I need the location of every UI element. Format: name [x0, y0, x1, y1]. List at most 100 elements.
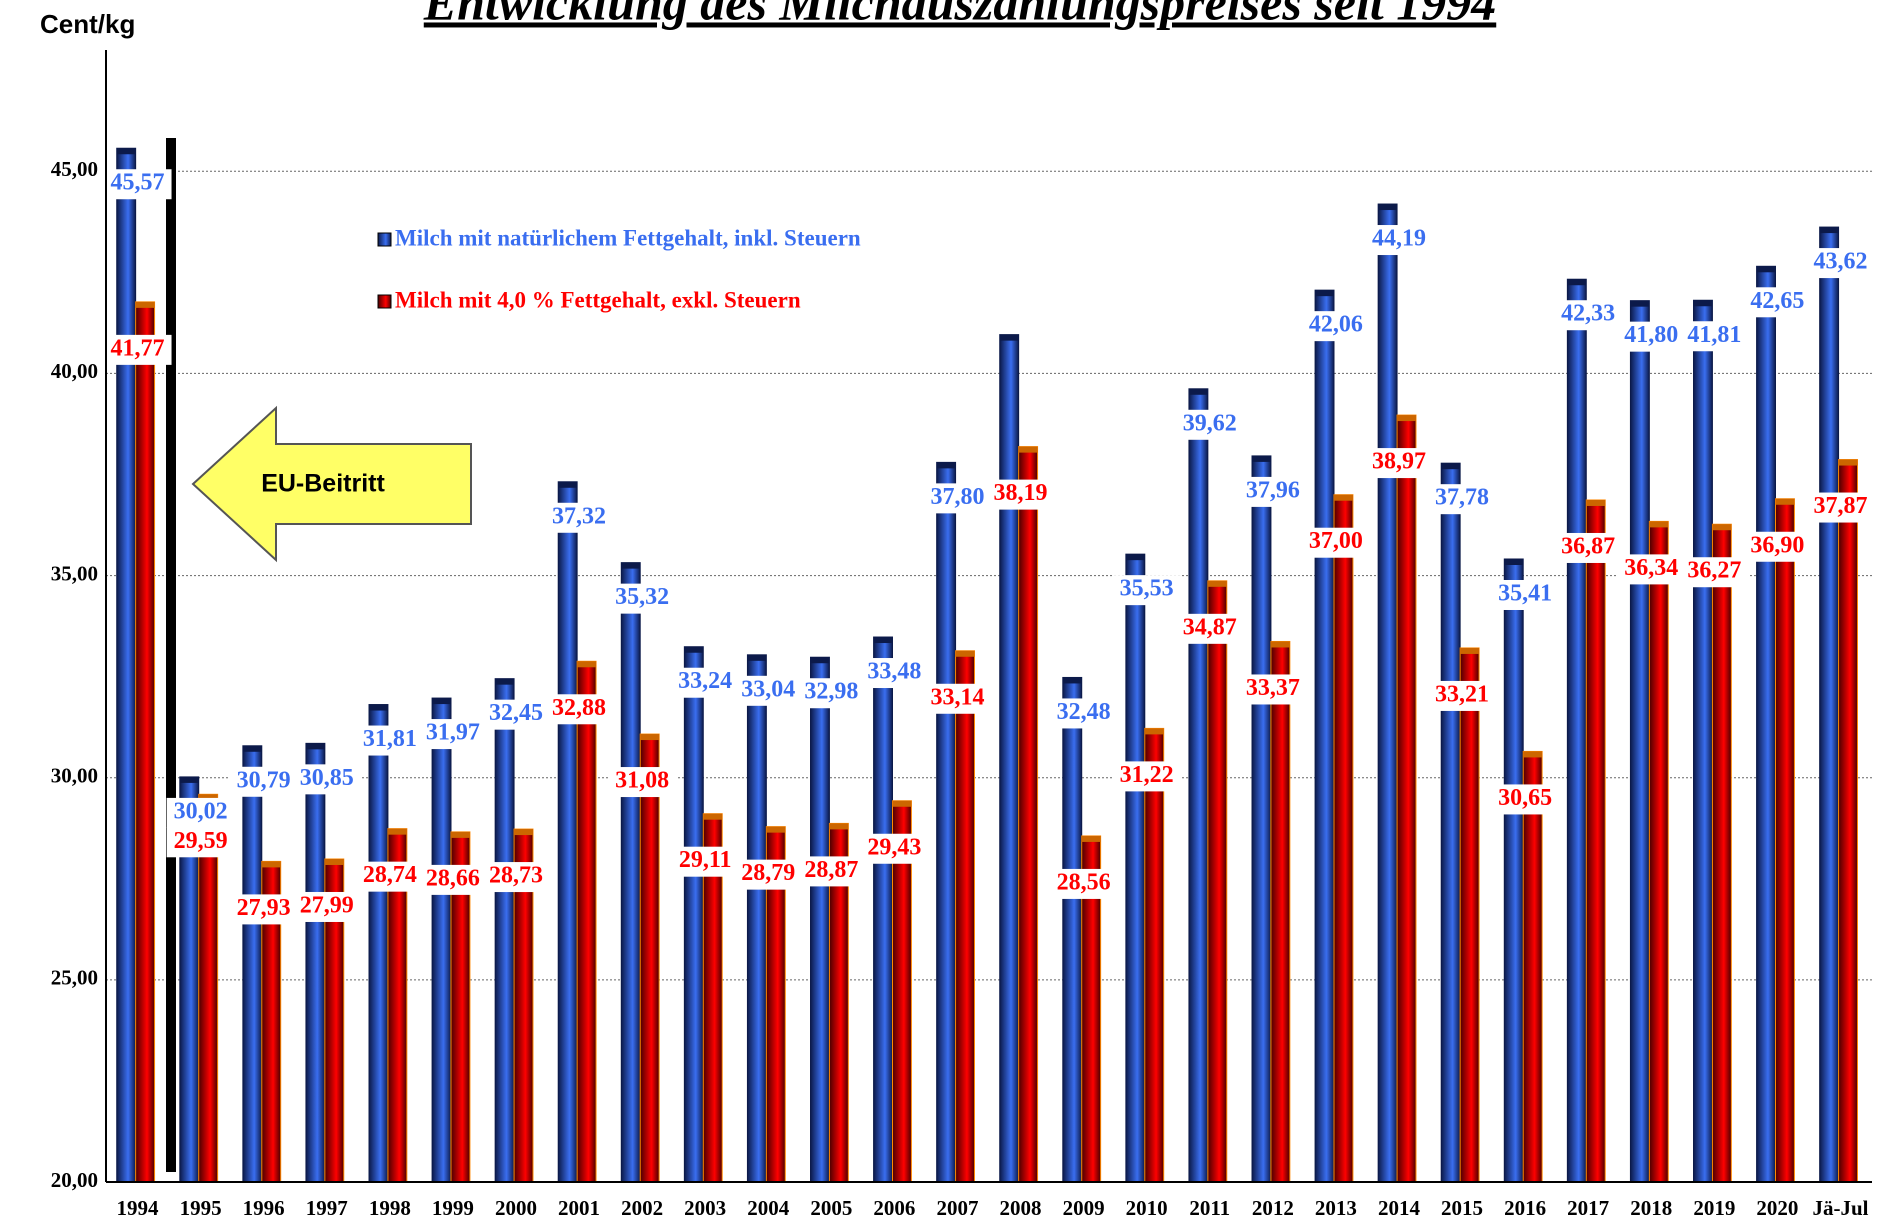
eu-divider — [166, 138, 176, 1172]
annotation: EU-Beitritt — [261, 470, 385, 498]
bar — [305, 742, 326, 1183]
bar-cap — [684, 646, 704, 653]
bar — [1693, 299, 1713, 1183]
bar — [1314, 289, 1335, 1183]
bar — [1756, 265, 1777, 1183]
bar — [936, 461, 957, 1183]
label-box — [923, 483, 992, 514]
value-label: 36,90 — [1750, 532, 1804, 558]
label-box — [1049, 698, 1118, 729]
x-tick-label: 1999 — [432, 1196, 474, 1220]
bar-cap — [198, 794, 218, 801]
label-box — [1491, 784, 1560, 815]
bar — [639, 733, 660, 1183]
label-box — [1428, 680, 1497, 711]
bar-cap — [892, 800, 912, 807]
x-tick-label: 2010 — [1126, 1196, 1168, 1220]
value-label: 37,32 — [552, 503, 606, 529]
label-box — [1112, 575, 1181, 606]
label-box — [1301, 527, 1370, 558]
bar — [1207, 580, 1228, 1183]
value-label: 39,62 — [1183, 410, 1237, 436]
eu-arrow — [191, 405, 472, 563]
value-labels: 1994 45,57 41,77 1995 30,02 29,59 1996 30,79 27,… — [103, 169, 1875, 1220]
bar-cap — [1062, 677, 1082, 684]
bar — [1459, 647, 1480, 1183]
value-label: 37,80 — [930, 484, 984, 510]
bar-cap — [387, 828, 407, 835]
y-tick-label: 30,00 — [51, 764, 98, 788]
value-label: 36,34 — [1624, 555, 1678, 581]
bar-cap — [1630, 300, 1650, 307]
legend-label: Milch mit 4,0 % Fettgehalt, exkl. Steuer… — [395, 287, 801, 312]
bar — [1396, 414, 1417, 1183]
value-label: 33,48 — [867, 659, 921, 685]
value-label: 31,22 — [1120, 762, 1174, 788]
bar-cap — [621, 562, 641, 569]
label-box — [1617, 321, 1686, 352]
value-label: 45,57 — [111, 170, 165, 196]
value-label: 27,99 — [300, 892, 354, 918]
bar — [1333, 494, 1354, 1183]
bar — [955, 650, 975, 1183]
x-tick-label: 2013 — [1315, 1196, 1357, 1220]
label-box — [355, 861, 424, 892]
bar — [1648, 520, 1669, 1183]
y-tick-label: 45,00 — [51, 157, 98, 181]
bar-cap — [1586, 499, 1606, 506]
x-tick-label: 2001 — [558, 1196, 600, 1220]
value-label: 33,37 — [1246, 675, 1300, 701]
bar-cap — [1460, 647, 1480, 654]
value-label: 44,19 — [1372, 226, 1426, 252]
value-label: 42,06 — [1309, 312, 1363, 338]
label-box — [734, 675, 803, 706]
x-tick-label: 1998 — [369, 1196, 411, 1220]
bar-cap — [1693, 300, 1713, 307]
bar-cap — [1567, 279, 1587, 286]
value-label: 29,59 — [174, 828, 228, 854]
value-label: 29,11 — [679, 847, 732, 873]
label-box — [1112, 761, 1181, 792]
bar-cap — [116, 148, 136, 155]
x-tick-label: 2015 — [1441, 1196, 1483, 1220]
label-box — [671, 667, 740, 698]
value-label: 31,97 — [426, 720, 480, 746]
label-box — [608, 583, 677, 614]
bar — [494, 678, 515, 1183]
label-box — [103, 334, 172, 365]
value-label: 34,87 — [1183, 614, 1237, 640]
label-box — [1049, 868, 1118, 899]
bar-cap — [955, 650, 975, 657]
label-box — [860, 658, 929, 689]
value-label: 28,56 — [1057, 869, 1111, 895]
value-label: 42,33 — [1561, 301, 1615, 327]
value-label: 37,78 — [1435, 485, 1489, 511]
label-box — [229, 766, 298, 797]
bar-cap — [1334, 494, 1353, 501]
bar-cap — [369, 704, 388, 711]
grid: 20,00 25,00 30,00 35,00 40,00 45,00 — [51, 157, 1872, 1192]
x-tick-label: 1994 — [117, 1196, 160, 1220]
bar-cap — [514, 829, 533, 836]
bar-cap — [1188, 388, 1208, 395]
label-box — [671, 846, 740, 877]
label-box — [545, 502, 614, 533]
label-box — [1554, 532, 1623, 563]
value-label: 37,96 — [1246, 477, 1300, 503]
value-label: 31,81 — [363, 726, 417, 752]
value-label: 32,45 — [489, 700, 543, 726]
value-label: 33,14 — [930, 684, 984, 710]
label-box — [797, 856, 866, 887]
bar-cap — [261, 861, 281, 868]
bar-cap — [1270, 641, 1290, 648]
value-label: 41,77 — [111, 335, 165, 361]
bar-cap — [936, 462, 956, 469]
bar-cap — [135, 301, 155, 308]
bar-cap — [305, 743, 325, 750]
bar — [1711, 523, 1732, 1183]
label-box — [1238, 476, 1307, 507]
value-label: 30,65 — [1498, 785, 1552, 811]
y-tick-label: 40,00 — [51, 359, 98, 383]
bar-cap — [1315, 290, 1335, 297]
